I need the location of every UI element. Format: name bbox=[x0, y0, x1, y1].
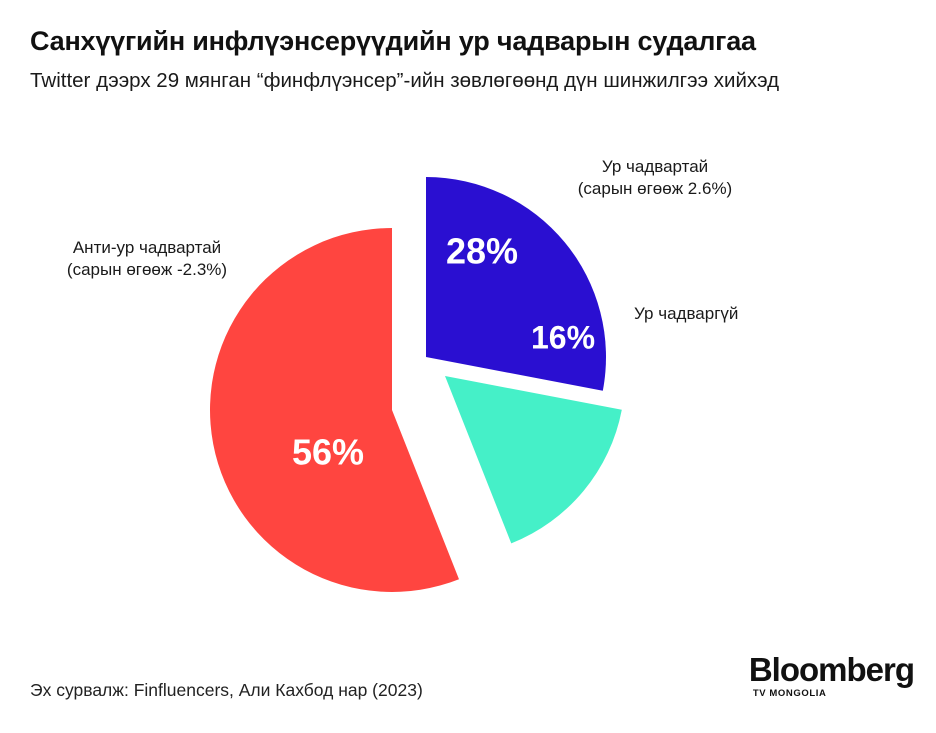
chart-title: Санхүүгийн инфлүэнсерүүдийн ур чадварын … bbox=[30, 26, 756, 56]
brand-name: Bloomberg bbox=[748, 651, 915, 688]
brand-subtitle: TV MONGOLIA bbox=[752, 688, 827, 699]
slice-value-label-skilled: 28% bbox=[446, 231, 518, 272]
source-note: Эх сурвалж: Finfluencers, Али Кахбод нар… bbox=[30, 680, 423, 700]
slice-value-label-antiskilled: 56% bbox=[292, 432, 364, 473]
pie-slice-skilled bbox=[426, 177, 606, 391]
brand-logo: Bloomberg TV MONGOLIA bbox=[748, 651, 915, 700]
slice-category-label-skilled: Ур чадвартай (сарын өгөөж 2.6%) bbox=[578, 157, 732, 198]
slice-category-label-unskilled: Ур чадваргүй bbox=[634, 304, 738, 323]
slice-category-label-antiskilled: Анти-ур чадвартай (сарын өгөөж -2.3%) bbox=[67, 238, 227, 279]
pie-slice-antiskilled bbox=[210, 228, 459, 592]
pie-slice-unskilled bbox=[445, 376, 622, 544]
chart-subtitle: Twitter дээрх 29 мянган “финфлүэнсер”-ий… bbox=[30, 69, 780, 92]
slice-value-label-unskilled: 16% bbox=[531, 319, 595, 355]
